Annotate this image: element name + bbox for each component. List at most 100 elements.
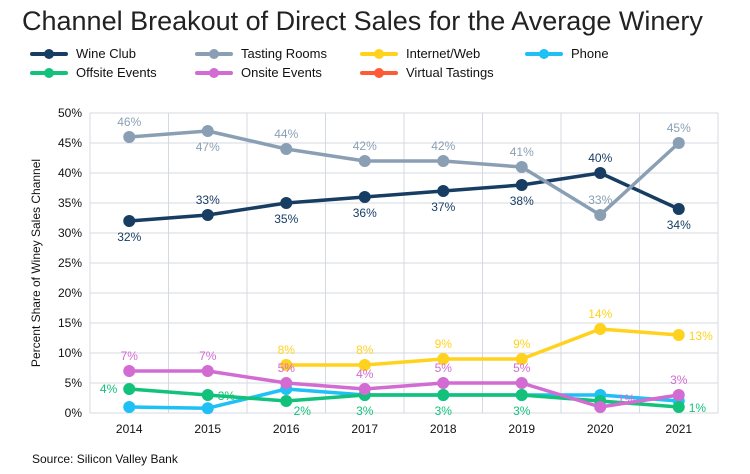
series-line — [129, 129, 680, 217]
series-line — [129, 387, 679, 409]
y-tick-label: 40% — [58, 166, 82, 180]
data-label: 3% — [218, 389, 236, 403]
x-tick-label: 2020 — [587, 422, 614, 436]
data-point — [280, 377, 293, 389]
legend-swatch — [360, 48, 398, 59]
data-point — [358, 155, 371, 167]
y-tick-label: 50% — [58, 106, 82, 120]
data-label: 5% — [278, 361, 296, 375]
legend-label: Wine Club — [76, 46, 136, 61]
data-label: 4% — [100, 382, 118, 396]
x-tick-label: 2014 — [116, 422, 143, 436]
data-label: 1% — [618, 392, 636, 406]
data-label: 38% — [510, 194, 534, 208]
data-label: 41% — [510, 145, 534, 159]
data-point — [358, 191, 371, 203]
data-label: 4% — [356, 367, 374, 381]
data-point — [515, 179, 528, 191]
series-line — [129, 171, 680, 223]
data-point — [280, 143, 293, 155]
data-point — [123, 131, 136, 143]
data-point — [515, 377, 528, 389]
legend-item-onsite-events: Onsite Events — [195, 65, 322, 80]
x-tick-label: 2021 — [665, 422, 692, 436]
x-tick-label: 2019 — [508, 422, 535, 436]
y-tick-label: 10% — [58, 346, 82, 360]
data-label: 9% — [435, 337, 453, 351]
y-tick-label: 20% — [58, 286, 82, 300]
data-label: 34% — [667, 218, 691, 232]
data-point — [594, 209, 607, 221]
data-label: 3% — [356, 404, 374, 418]
data-point — [672, 389, 685, 401]
y-tick-label: 25% — [58, 256, 82, 270]
series-wine-club: 32% 33% 35% 36% 37% 38% 40% 34% — [117, 151, 691, 244]
legend-swatch — [360, 67, 398, 78]
data-point — [201, 365, 214, 377]
data-point — [123, 383, 136, 395]
series-tasting-rooms: 46% 47% 44% 42% 42% 41% 33% 45% — [117, 115, 691, 221]
legend-item-phone: Phone — [525, 46, 609, 61]
data-label: 8% — [356, 343, 374, 357]
data-label: 7% — [199, 349, 217, 363]
data-label: 33% — [588, 193, 612, 207]
legend-swatch — [195, 67, 233, 78]
data-point — [672, 203, 685, 215]
y-axis-label: Percent Share of Winey Sales Channel — [29, 159, 43, 367]
data-label: 44% — [274, 127, 298, 141]
legend-item-virtual-tastings: Virtual Tastings — [360, 65, 494, 80]
data-point — [594, 323, 607, 335]
data-point — [358, 383, 371, 395]
data-point — [515, 353, 528, 365]
legend-swatch — [30, 48, 68, 59]
legend-item-wine-club: Wine Club — [30, 46, 136, 61]
data-label: 13% — [689, 329, 713, 343]
data-point — [437, 377, 450, 389]
x-tick-label: 2015 — [194, 422, 221, 436]
data-label: 47% — [196, 140, 220, 154]
legend-label: Offsite Events — [76, 65, 157, 80]
data-label: 7% — [121, 349, 139, 363]
legend-item-tasting-rooms: Tasting Rooms — [195, 46, 327, 61]
data-point — [594, 401, 607, 413]
data-label: 33% — [196, 193, 220, 207]
data-label: 5% — [513, 361, 531, 375]
data-label: 5% — [435, 361, 453, 375]
data-label: 32% — [117, 230, 141, 244]
legend-item-offsite-events: Offsite Events — [30, 65, 157, 80]
legend-label: Tasting Rooms — [241, 46, 327, 61]
data-point — [280, 395, 293, 407]
series-onsite-events: 7% 7% 5% 4% 5% 5% 1% 3% — [121, 349, 688, 413]
data-label: 45% — [667, 121, 691, 135]
data-point — [280, 197, 293, 209]
legend-label: Virtual Tastings — [406, 65, 494, 80]
y-tick-label: 15% — [58, 316, 82, 330]
data-point — [358, 359, 371, 371]
y-tick-label: 0% — [65, 406, 83, 420]
data-label: 46% — [117, 115, 141, 129]
data-point — [280, 359, 293, 371]
data-label: 42% — [353, 139, 377, 153]
data-label: 37% — [431, 200, 455, 214]
x-tick-label: 2017 — [351, 422, 378, 436]
x-tick-label: 2018 — [430, 422, 457, 436]
data-label: 1% — [689, 401, 707, 415]
series-line — [286, 327, 679, 367]
data-point — [123, 215, 136, 227]
legend-label: Onsite Events — [241, 65, 322, 80]
data-label: 42% — [431, 139, 455, 153]
data-point — [123, 401, 136, 413]
data-point — [201, 402, 214, 415]
legend-label: Internet/Web — [406, 46, 481, 61]
data-label: 40% — [588, 151, 612, 165]
series-internet-web: 8% 8% 9% 9% 14% 13% — [278, 307, 713, 371]
data-label: 3% — [435, 404, 453, 418]
y-tick-label: 30% — [58, 226, 82, 240]
data-label: 14% — [588, 307, 612, 321]
legend-swatch — [195, 48, 233, 59]
series-line — [129, 369, 680, 409]
data-point — [437, 185, 450, 197]
data-label: 36% — [353, 206, 377, 220]
